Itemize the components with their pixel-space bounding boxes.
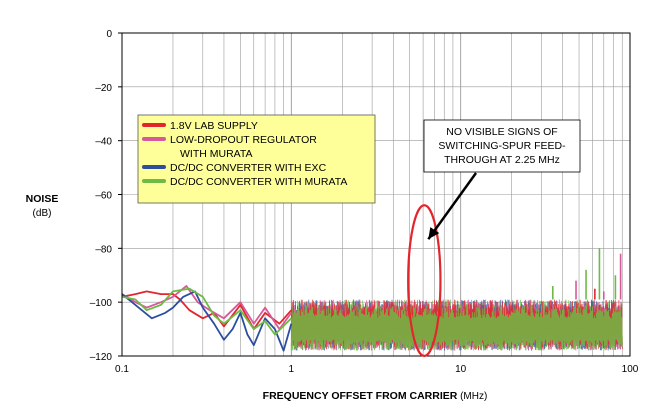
- x-axis-title-main: FREQUENCY OFFSET FROM CARRIER: [263, 390, 458, 402]
- y-tick-label: –100: [90, 298, 113, 309]
- legend-label: WITH MURATA: [180, 148, 253, 160]
- annotation-text: NO VISIBLE SIGNS OF: [446, 126, 557, 138]
- series-line: [121, 290, 293, 352]
- y-tick-label: –80: [95, 244, 112, 255]
- x-axis-title: FREQUENCY OFFSET FROM CARRIER (MHz): [263, 390, 488, 402]
- x-tick-label: 0.1: [115, 364, 129, 375]
- x-axis-title-unit: (MHz): [457, 391, 487, 402]
- annotation-box: [423, 119, 581, 173]
- annotation-arrow-shaft: [427, 172, 478, 240]
- legend-label: DC/DC CONVERTER WITH MURATA: [170, 176, 347, 188]
- annotation-text: SWITCHING-SPUR FEED-: [438, 140, 566, 152]
- annotation: NO VISIBLE SIGNS OF SWITCHING-SPUR FEED- T…: [407, 119, 581, 358]
- x-tick-label: 1: [289, 364, 295, 375]
- legend-box: [137, 114, 376, 204]
- legend-label: 1.8V LAB SUPPLY: [170, 120, 258, 132]
- legend: 1.8V LAB SUPPLY LOW-DROPOUT REGULATOR WITH…: [137, 114, 376, 204]
- series-line: [121, 285, 293, 330]
- y-tick-labels: 0 –20 –40 –60 –80 –100 –120: [90, 29, 122, 363]
- y-axis-title-line1: NOISE: [26, 193, 59, 205]
- noise-floor-band: [290, 248, 623, 351]
- legend-label: LOW-DROPOUT REGULATOR: [170, 134, 317, 146]
- annotation-ellipse: [407, 204, 442, 358]
- y-axis-title-line2: (dB): [33, 208, 52, 219]
- y-tick-label: –40: [95, 137, 112, 148]
- x-tick-label: 10: [455, 364, 467, 375]
- x-tick-labels: 0.1 1 10 100: [115, 364, 639, 375]
- legend-label: DC/DC CONVERTER WITH EXC: [170, 162, 327, 174]
- y-tick-label: –60: [95, 191, 112, 202]
- annotation-arrow-head: [428, 227, 440, 240]
- series-lines: [121, 285, 293, 352]
- y-tick-label: 0: [106, 29, 112, 40]
- annotation-text: THROUGH AT 2.25 MHz: [444, 154, 560, 166]
- y-tick-label: –120: [90, 352, 113, 363]
- x-tick-label: 100: [622, 364, 639, 375]
- series-line: [121, 287, 292, 336]
- y-tick-label: –20: [95, 83, 112, 94]
- series-line: [121, 290, 292, 330]
- noise-band-trace: [290, 304, 623, 351]
